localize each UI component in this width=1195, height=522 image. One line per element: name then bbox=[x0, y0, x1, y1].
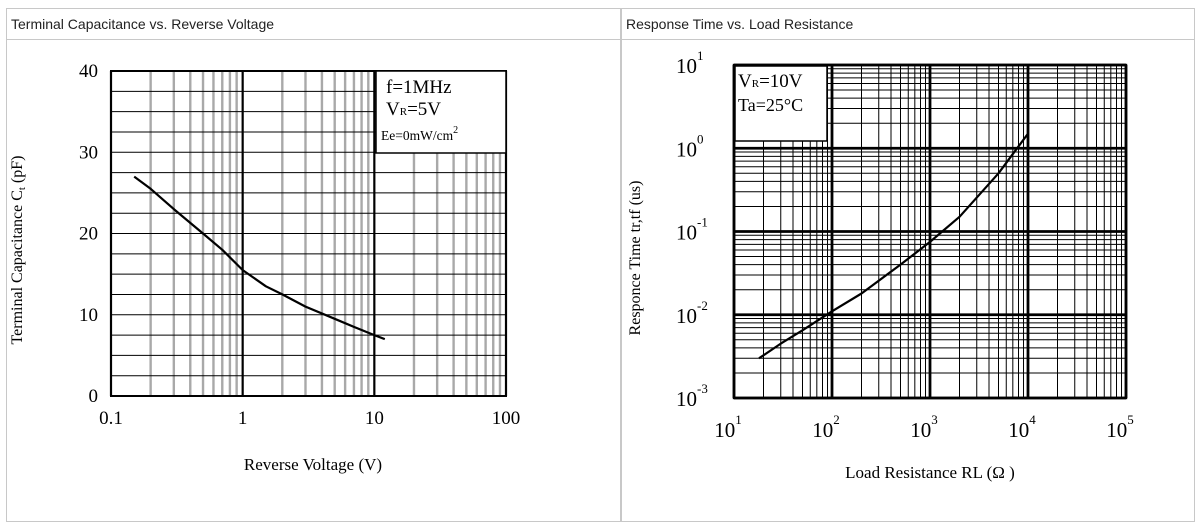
chart-title-response-time: Response Time vs. Load Resistance bbox=[622, 9, 1194, 40]
y-tick-label: 100 bbox=[676, 131, 704, 161]
ylabel-response-time: Responce Time tr,tf (us) bbox=[627, 181, 644, 336]
xlabel-reverse-voltage: Reverse Voltage (V) bbox=[244, 455, 382, 474]
conditions-box bbox=[375, 70, 507, 154]
y-tick-label: 101 bbox=[676, 48, 704, 78]
response-time-curve bbox=[758, 132, 1029, 360]
condition-temperature: Ta=25°C bbox=[738, 95, 803, 115]
ylabel-capacitance: Terminal Capacitance Ct (pF) bbox=[9, 156, 28, 345]
conditions-box bbox=[734, 65, 828, 142]
condition-irradiance: Ee=0mW/cm2 bbox=[381, 125, 458, 143]
x-tick-label: 104 bbox=[1008, 412, 1036, 442]
y-tick-label: 10 bbox=[79, 305, 98, 326]
plot-border bbox=[110, 70, 507, 397]
capacitance-curve bbox=[133, 175, 386, 341]
condition-reverse-voltage: VR=10V bbox=[738, 71, 803, 92]
y-tick-label: 0 bbox=[89, 386, 99, 407]
y-tick-label: 10-1 bbox=[676, 215, 708, 245]
x-tick-label: 0.1 bbox=[99, 408, 123, 429]
y-tick-label: 10-2 bbox=[676, 298, 708, 328]
response-time-plot-area: VR=10V Ta=25°C 101 102 103 104 105 10-3 10-2 10-1… bbox=[676, 48, 1134, 442]
y-tick-label: 20 bbox=[79, 224, 98, 245]
xlabel-load-resistance: Load Resistance RL (Ω ) bbox=[845, 463, 1015, 482]
x-tick-label: 105 bbox=[1106, 412, 1134, 442]
y-tick-label: 30 bbox=[79, 142, 98, 163]
x-tick-label: 1 bbox=[238, 408, 248, 429]
x-tick-label: 10 bbox=[365, 408, 384, 429]
y-tick-label: 10-3 bbox=[676, 381, 708, 411]
condition-frequency: f=1MHz bbox=[386, 77, 452, 98]
x-tick-label: 102 bbox=[812, 412, 840, 442]
y-tick-label: 40 bbox=[79, 61, 98, 82]
chart-title-capacitance: Terminal Capacitance vs. Reverse Voltage bbox=[7, 9, 620, 40]
plot-border bbox=[732, 63, 1128, 400]
x-tick-label: 103 bbox=[910, 412, 938, 442]
x-tick-label: 100 bbox=[492, 408, 521, 429]
x-tick-label: 101 bbox=[714, 412, 742, 442]
condition-reverse-voltage: VR=5V bbox=[386, 99, 441, 120]
